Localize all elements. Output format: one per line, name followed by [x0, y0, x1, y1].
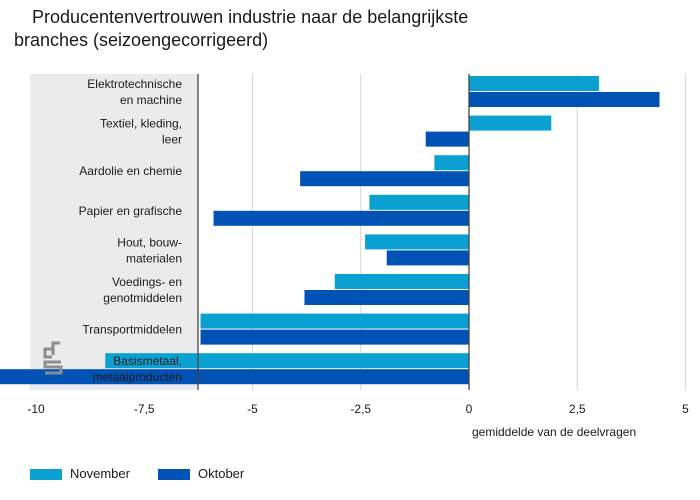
bar-november-6	[200, 313, 470, 329]
bar-oktober-1	[425, 131, 469, 147]
category-label-line: leer	[162, 133, 182, 147]
category-label-line: Basismetaal,	[113, 354, 182, 368]
cbs-logo-stroke-2	[43, 360, 63, 375]
category-label-4: Hout, bouw-materialen	[117, 235, 182, 265]
category-label-line: materialen	[126, 251, 182, 265]
category-label-2: Aardolie en chemie	[79, 164, 182, 178]
legend-swatch-november	[30, 469, 62, 480]
bar-november-0	[469, 76, 599, 91]
bar-oktober-6	[200, 329, 470, 345]
x-tick-label-4: -2,5	[350, 402, 371, 416]
x-tick-label-6: 2,5	[569, 402, 586, 416]
category-label-5: Voedings- en genotmiddelen	[103, 275, 182, 305]
bar-oktober-5	[304, 290, 469, 305]
category-label-line: en machine	[120, 93, 182, 107]
cbs-logo-icon	[43, 341, 63, 375]
category-label-line: metaalproducten	[93, 370, 182, 384]
bar-oktober-7	[0, 369, 469, 385]
chart-title-line-1: Producentenvertrouwen industrie naar de …	[32, 7, 469, 27]
chart-title: Producentenvertrouwen industrie naar de …	[14, 6, 614, 52]
category-label-line: Textiel, kleding,	[100, 117, 182, 131]
bar-november-4	[365, 234, 469, 250]
category-label-line: genotmiddelen	[103, 291, 182, 305]
x-tick-label-1: -10	[27, 402, 45, 416]
category-label-0: Elektrotechnische en machine	[87, 77, 182, 107]
x-tick-label-7: 5	[682, 402, 689, 416]
bar-oktober-4	[386, 250, 469, 266]
category-label-line: Elektrotechnische	[87, 77, 182, 91]
category-label-7: Basismetaal, metaalproducten	[93, 354, 182, 384]
category-label-line: Papier en grafische	[79, 204, 183, 218]
bar-oktober-0	[469, 92, 660, 107]
x-tick-label-5: 0	[466, 402, 473, 416]
cbs-logo-stroke-0	[43, 347, 52, 359]
category-label-6: Transportmiddelen	[82, 323, 182, 337]
category-label-line: Aardolie en chemie	[79, 164, 182, 178]
legend-label-november: November	[70, 466, 130, 481]
bar-november-3	[369, 194, 469, 210]
legend-swatch-oktober	[158, 469, 190, 480]
bar-november-1	[469, 115, 552, 131]
category-panel	[30, 74, 198, 390]
x-tick-label-3: -5	[247, 402, 258, 416]
bar-oktober-2	[300, 171, 469, 187]
category-label-line: Hout, bouw-	[117, 235, 182, 249]
x-tick-label-2: -7,5	[134, 402, 155, 416]
bar-oktober-3	[213, 210, 469, 226]
category-label-3: Papier en grafische	[79, 204, 183, 218]
category-label-line: Voedings- en	[112, 275, 182, 289]
category-label-line: Transportmiddelen	[82, 323, 182, 337]
bar-november-2	[434, 155, 469, 171]
x-axis-label: gemiddelde van de deelvragen	[472, 425, 636, 439]
cbs-logo-stroke-1	[51, 341, 60, 355]
bar-november-5	[334, 274, 469, 289]
bar-november-7	[105, 353, 469, 369]
category-label-1: Textiel, kleding, leer	[100, 117, 182, 147]
chart-title-line-2: branches (seizoengecorrigeerd)	[14, 30, 269, 50]
legend-label-oktober: Oktober	[198, 466, 245, 481]
